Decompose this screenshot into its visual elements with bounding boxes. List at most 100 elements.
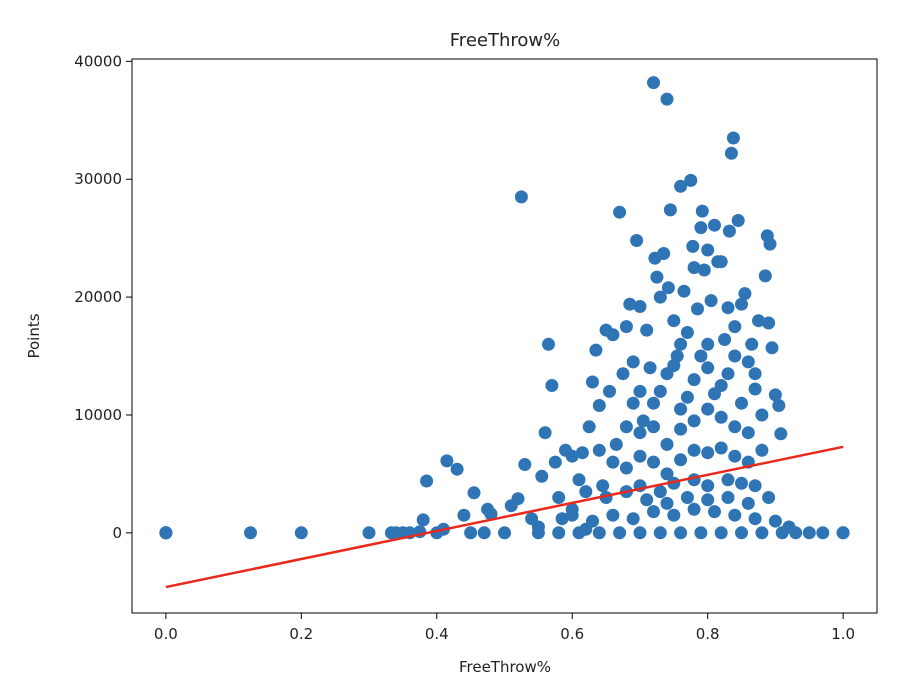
scatter-point [606,328,620,342]
scatter-point [511,492,525,506]
scatter-point [565,508,579,522]
scatter-point [694,349,708,363]
scatter-point [738,287,752,301]
scatter-point [575,446,589,460]
scatter-point [680,491,694,504]
scatter-point [789,526,803,540]
scatter-point [691,302,704,316]
scatter-point [762,491,776,504]
scatter-point [572,526,586,540]
scatter-point [768,514,782,528]
scatter-point [592,443,606,457]
scatter-point [752,314,765,328]
scatter-point [748,367,762,381]
scatter-point [762,316,776,330]
scatter-point [626,512,640,526]
scatter-point [708,505,721,519]
scatter-point [542,337,555,351]
y-tick-label: 20000 [74,288,122,306]
scatter-point [687,443,701,457]
scatter-point [704,294,718,308]
scatter-point [722,224,736,238]
scatter-point [802,526,816,540]
plot-area [159,76,850,589]
scatter-point [633,449,647,463]
x-axis-label: FreeThrow% [459,658,551,676]
scatter-point [721,473,735,487]
x-axis: 0.0 0.2 0.4 0.6 0.8 1.0 [154,613,855,643]
scatter-point [545,379,559,392]
scatter-point [640,493,654,507]
scatter-point [159,526,173,540]
scatter-point [724,146,738,160]
scatter-point [565,449,579,463]
x-tick-label: 0.4 [425,625,449,643]
scatter-point [714,410,728,424]
scatter-point [687,261,701,275]
scatter-point [643,361,657,375]
scatter-point [440,454,454,468]
scatter-point [626,396,640,410]
y-tick-label: 10000 [74,406,122,424]
scatter-point [660,496,674,510]
scatter-point [660,437,674,451]
scatter-point [763,237,777,251]
scatter-point [647,505,660,519]
scatter-point [701,402,715,416]
scatter-point [362,526,376,540]
scatter-point [728,449,742,463]
scatter-point [728,508,742,522]
scatter-point [653,290,667,304]
scatter-point [633,526,647,540]
scatter-point [741,496,755,510]
scatter-point [667,314,681,328]
x-tick-label: 0.2 [289,625,313,643]
scatter-point [647,420,660,434]
scatter-point [748,479,762,493]
scatter-point [677,284,691,298]
scatter-point [548,455,562,469]
scatter-point [623,297,637,311]
scatter-point [603,384,616,398]
scatter-point [755,526,769,540]
scatter-point [619,420,633,434]
scatter-point [647,455,660,469]
scatter-point [420,474,434,488]
scatter-point [609,437,623,451]
scatter-point [484,507,498,521]
scatter-point [748,382,762,396]
scatter-point [687,414,701,428]
scatter-point [748,512,762,526]
scatter-point [694,526,708,540]
scatter-point [731,214,745,227]
scatter-point [647,396,660,410]
scatter-point [660,92,674,106]
scatter-point [687,373,701,387]
scatter-point [687,502,701,516]
scatter-point [714,441,728,455]
scatter-point [661,281,675,295]
scatter-point [538,426,552,440]
scatter-point [701,493,715,507]
scatter-point [531,526,545,540]
scatter-point [592,399,606,412]
scatter-point [653,526,667,540]
scatter-point [680,390,694,404]
y-tick-label: 30000 [74,170,122,188]
scatter-point [640,323,654,337]
x-tick-label: 0.8 [696,625,720,643]
scatter-point [667,508,681,522]
scatter-point [735,297,748,311]
scatter-point [726,131,740,145]
scatter-point [674,337,688,351]
scatter-point [650,270,664,284]
scatter-point [586,514,599,528]
scatter-point [674,422,688,436]
x-tick-label: 1.0 [831,625,855,643]
scatter-point [775,526,789,540]
x-tick-label: 0.6 [560,625,584,643]
scatter-point [592,526,606,540]
scatter-point [667,359,681,372]
scatter-point [741,355,755,369]
